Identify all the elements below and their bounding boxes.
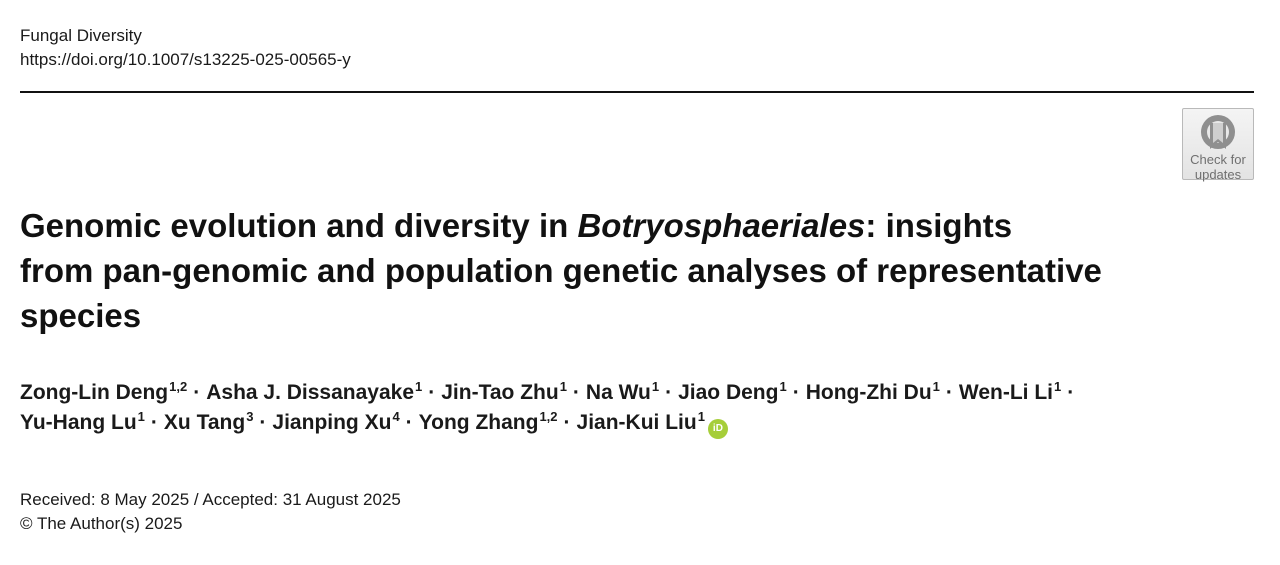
author-separator: · <box>405 411 413 434</box>
author-separator: · <box>193 381 201 404</box>
author-separator: · <box>259 411 267 434</box>
author-separator: · <box>665 381 673 404</box>
badge-text-line1: Check for <box>1190 152 1246 167</box>
doi-link[interactable]: https://doi.org/10.1007/s13225-025-00565… <box>20 50 351 69</box>
author-affiliation: 4 <box>392 409 400 424</box>
journal-name: Fungal Diversity <box>20 26 142 45</box>
author-affiliation: 1 <box>932 379 940 394</box>
check-for-updates-button[interactable]: Check for updates <box>1182 108 1254 182</box>
author-separator: · <box>150 411 158 434</box>
author-name[interactable]: Jianping Xu <box>272 411 392 434</box>
title-line-2: from pan-genomic and population genetic … <box>20 252 1102 289</box>
header-rule <box>20 91 1254 93</box>
author-affiliation: 3 <box>246 409 254 424</box>
crossmark-icon <box>1201 115 1235 149</box>
author-affiliation: 1 <box>651 379 660 394</box>
author-name[interactable]: Wen-Li Li <box>958 381 1054 404</box>
author-name[interactable]: Jian-Kui Liu <box>576 411 697 434</box>
publication-dates: Received: 8 May 2025 / Accepted: 31 Augu… <box>20 488 401 536</box>
author-separator: · <box>572 381 580 404</box>
article-title: Genomic evolution and diversity in Botry… <box>20 203 1160 338</box>
author-separator: · <box>792 381 800 404</box>
copyright-notice: © The Author(s) 2025 <box>20 514 183 533</box>
author-line-2: Yu-Hang Lu1 · Xu Tang3 · Jianping Xu4 · Yong Z… <box>20 408 1260 439</box>
author-affiliation: 1 <box>697 409 705 424</box>
author-name[interactable]: Asha J. Dissanayake <box>206 381 415 404</box>
author-affiliation: 1 <box>559 379 567 394</box>
author-affiliation: 1 <box>1054 379 1062 394</box>
author-name[interactable]: Yu-Hang Lu <box>20 411 137 434</box>
author-separator: · <box>1067 381 1075 404</box>
title-taxon: Botryosphaeriales <box>577 207 866 244</box>
author-line-1: Zong-Lin Deng1,2 · Asha J. Dissanayake1 · Ji… <box>20 378 1260 408</box>
title-line-3: species <box>20 297 142 334</box>
author-name[interactable]: Xu Tang <box>163 411 246 434</box>
author-affiliation: 1,2 <box>539 409 558 424</box>
author-affiliation: 1 <box>779 379 787 394</box>
author-affiliation: 1 <box>415 379 423 394</box>
orcid-icon[interactable]: iD <box>707 419 728 439</box>
author-affiliation: 1 <box>137 409 145 424</box>
title-line-1-pre: Genomic evolution and diversity in <box>20 207 578 244</box>
title-line-1: Genomic evolution and diversity in Botry… <box>20 203 1160 248</box>
author-name[interactable]: Zong-Lin Deng <box>20 381 169 404</box>
received-accepted-dates: Received: 8 May 2025 / Accepted: 31 Augu… <box>20 490 401 509</box>
author-list: Zong-Lin Deng1,2 · Asha J. Dissanayake1 · Ji… <box>20 378 1260 439</box>
author-name[interactable]: Na Wu <box>585 381 651 404</box>
author-separator: · <box>945 381 953 404</box>
author-name[interactable]: Jiao Deng <box>678 381 779 404</box>
author-name[interactable]: Jin-Tao Zhu <box>441 381 559 404</box>
badge-text-line2: updates <box>1194 167 1242 182</box>
author-name[interactable]: Yong Zhang <box>418 411 539 434</box>
author-affiliation: 1,2 <box>169 379 188 394</box>
journal-header: Fungal Diversity https://doi.org/10.1007… <box>20 24 351 72</box>
title-line-1-post: : insights <box>865 207 1013 244</box>
author-separator: · <box>428 381 436 404</box>
author-separator: · <box>563 411 571 434</box>
author-name[interactable]: Hong-Zhi Du <box>805 381 932 404</box>
